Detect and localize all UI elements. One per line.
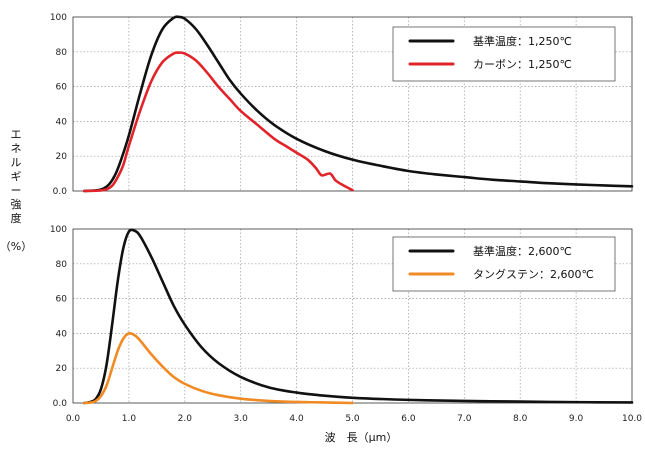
series-line-1-1: [82, 15, 634, 193]
x-tick-label: 0.0: [66, 414, 81, 424]
y-tick-label: 100: [50, 225, 67, 235]
y-axis-title-char: ギ: [11, 170, 22, 183]
y-axis-title-char: （%）: [0, 240, 32, 253]
panel-1: 0.0 20 40 60 80 100 基準温度：1,250℃ カーボン：1,250℃: [50, 13, 634, 197]
series-line-1-2: [82, 51, 354, 193]
x-tick-label: 10.0: [622, 414, 642, 424]
legend-label: 基準温度：1,250℃: [473, 34, 572, 48]
legend-label: カーボン：1,250℃: [473, 58, 572, 71]
y-axis-title-char: 強: [11, 198, 22, 211]
x-tick-label: 6.0: [401, 414, 416, 424]
y-tick-label: 60: [56, 295, 68, 305]
x-tick-label: 4.0: [289, 414, 304, 424]
y-tick-label: 0.0: [53, 187, 68, 197]
y-axis-title-char: ル: [11, 156, 22, 169]
y-tick-label: 20: [56, 152, 68, 162]
y-axis-title-char: ー: [11, 184, 22, 197]
legend-box: [392, 236, 616, 292]
legend: 基準温度：1,250℃ カーボン：1,250℃: [392, 26, 616, 82]
y-tick-label: 80: [56, 260, 68, 270]
series-line-2-2: [82, 331, 354, 405]
x-tick-label: 8.0: [513, 414, 528, 424]
legend-label: 基準温度：2,600℃: [473, 244, 572, 258]
y-tick-label: 80: [56, 48, 68, 58]
legend-label: タングステン：2,600℃: [473, 267, 594, 281]
series-line-2-1: [82, 228, 634, 405]
y-tick-label: 40: [56, 329, 68, 339]
y-tick-label: 20: [56, 364, 68, 374]
x-tick-label: 9.0: [569, 414, 584, 424]
legend-box: [392, 26, 616, 82]
x-tick-label: 3.0: [234, 414, 249, 424]
y-tick-label: 0.0: [53, 399, 68, 409]
x-tick-label: 5.0: [345, 414, 360, 424]
y-tick-label: 60: [56, 83, 68, 93]
x-tick-label: 2.0: [178, 414, 193, 424]
y-axis-title-char: ネ: [11, 142, 22, 155]
y-axis-title-char: 度: [11, 211, 22, 225]
y-tick-label: 100: [50, 13, 67, 23]
y-axis-title-char: エ: [11, 128, 22, 141]
x-tick-label: 1.0: [122, 414, 137, 424]
legend: 基準温度：2,600℃ タングステン：2,600℃: [392, 236, 616, 292]
y-tick-label: 40: [56, 117, 68, 127]
panel-2: 0.0 20 40 60 80 100 基準温度：2,600℃ タングステン：2,600℃: [50, 225, 634, 409]
x-tick-label: 7.0: [457, 414, 472, 424]
x-axis-title: 波 長（μm）: [325, 431, 398, 444]
